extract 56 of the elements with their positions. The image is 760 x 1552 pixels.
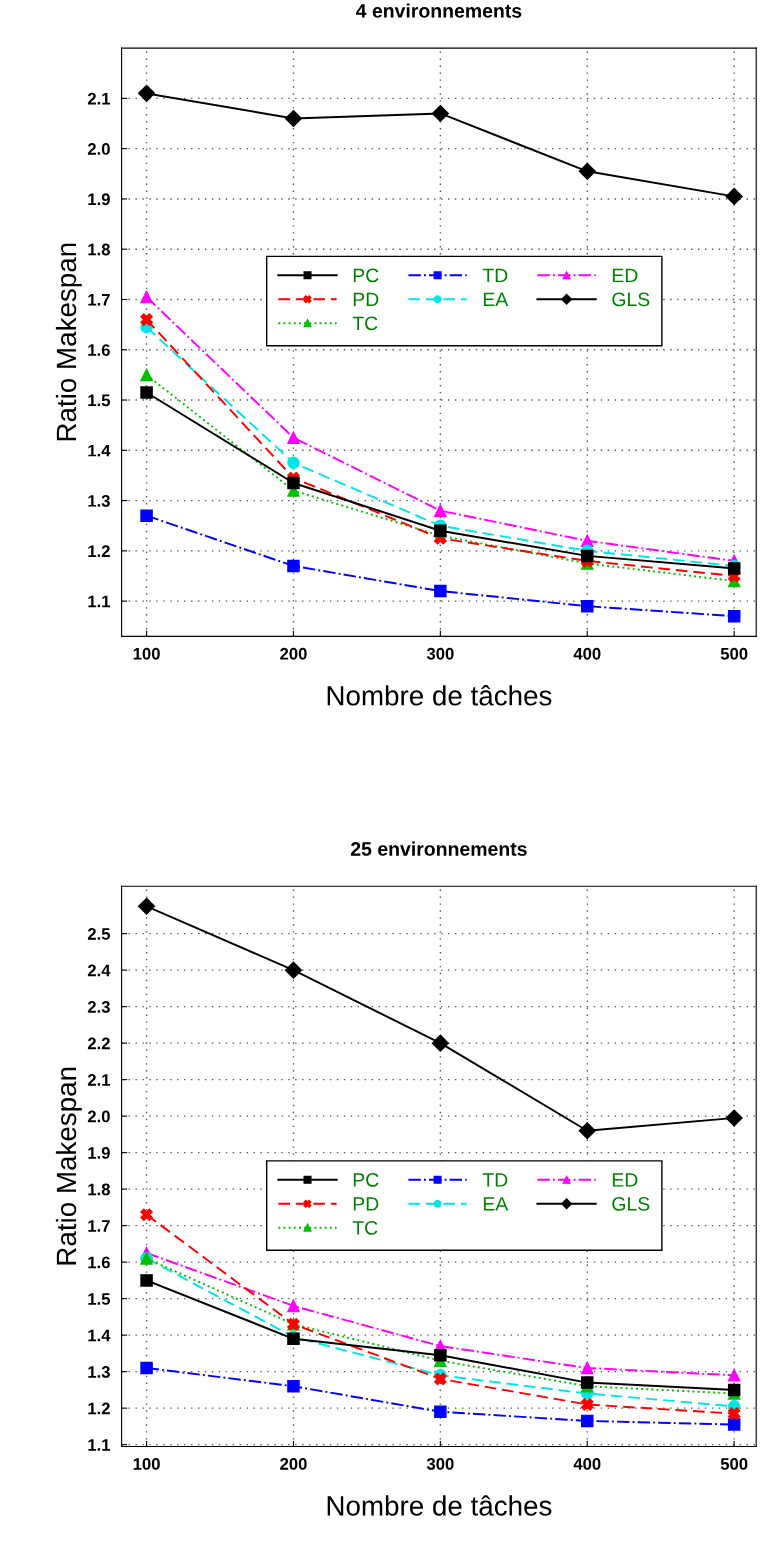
legend-label: TD: [482, 268, 508, 283]
y-tick-label: 1.7: [88, 294, 110, 306]
y-tick-label: 1.8: [88, 1183, 110, 1196]
x-tick-label: 300: [426, 1458, 454, 1470]
x-tick-label: 500: [720, 1458, 748, 1470]
x-axis-title: Nombre de tâches: [327, 685, 552, 706]
legend-label: EA: [483, 1197, 509, 1211]
y-tick-label: 2.3: [87, 1001, 110, 1013]
y-tick-label: 1.7: [88, 1220, 110, 1232]
y-tick-label: 2.5: [87, 928, 111, 940]
y-tick-label: 1.9: [88, 193, 110, 206]
y-tick-label: 1.2: [88, 1402, 110, 1415]
y-tick-label: 1.9: [88, 1147, 110, 1159]
y-tick-label: 1.4: [88, 444, 111, 457]
y-tick-label: 2.0: [87, 143, 110, 155]
chart-title: 25 environnements: [350, 841, 527, 856]
y-tick-label: 1.2: [88, 545, 110, 557]
x-tick-label: 400: [573, 1458, 601, 1470]
legend-label: PD: [353, 292, 379, 307]
x-tick-label: 500: [720, 647, 748, 660]
x-tick-label: 300: [426, 647, 454, 660]
x-tick-label: 200: [280, 1458, 307, 1470]
y-tick-label: 1.1: [88, 595, 111, 608]
y-tick-label: 1.3: [88, 494, 110, 507]
legend-label: ED: [612, 1173, 638, 1187]
x-tick-label: 100: [133, 647, 160, 660]
legend-label: TC: [352, 316, 378, 331]
legend-label: ED: [612, 268, 638, 283]
legend-label: PC: [353, 268, 379, 283]
y-axis-title: Ratio Makespan: [55, 243, 82, 441]
y-tick-label: 1.6: [88, 344, 110, 356]
y-tick-label: 2.0: [87, 1110, 110, 1123]
legend-label: TC: [352, 1220, 378, 1235]
legend-label: GLS: [612, 292, 650, 307]
y-tick-label: 1.4: [88, 1329, 111, 1342]
y-tick-label: 1.3: [88, 1366, 110, 1378]
legend-label: TD: [482, 1173, 508, 1187]
y-tick-label: 1.6: [88, 1256, 110, 1269]
y-tick-label: 2.1: [87, 92, 111, 105]
x-tick-label: 200: [280, 647, 307, 660]
legend-label: PD: [353, 1197, 379, 1211]
y-tick-label: 1.5: [88, 1293, 111, 1305]
y-tick-label: 1.5: [88, 394, 111, 407]
y-axis-title: Ratio Makespan: [55, 1067, 82, 1265]
x-tick-label: 100: [133, 1458, 160, 1470]
y-tick-label: 1.8: [88, 243, 110, 256]
legend-label: PC: [353, 1173, 379, 1187]
y-tick-label: 2.2: [87, 1037, 110, 1050]
y-tick-label: 2.1: [87, 1074, 111, 1086]
x-axis-title: Nombre de tâches: [327, 1495, 552, 1516]
y-tick-label: 2.4: [87, 964, 111, 977]
chart-title: 4 environnements: [356, 3, 522, 18]
x-tick-label: 400: [573, 647, 601, 660]
y-tick-label: 1.1: [88, 1439, 111, 1451]
legend-label: EA: [483, 292, 509, 307]
legend-label: GLS: [612, 1197, 650, 1211]
